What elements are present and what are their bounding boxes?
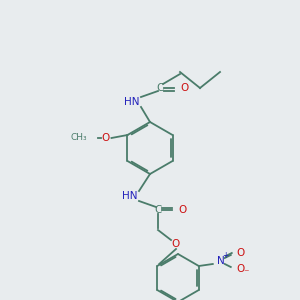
Text: N: N bbox=[217, 256, 225, 266]
Text: C: C bbox=[154, 205, 162, 215]
Text: CH₃: CH₃ bbox=[71, 134, 88, 142]
Text: O: O bbox=[178, 205, 186, 215]
Text: O: O bbox=[237, 264, 245, 274]
Text: HN: HN bbox=[124, 97, 140, 107]
Text: ⁻: ⁻ bbox=[244, 268, 249, 278]
Text: C: C bbox=[156, 83, 164, 93]
Text: +: + bbox=[223, 251, 229, 260]
Text: O: O bbox=[172, 239, 180, 249]
Text: O: O bbox=[180, 83, 188, 93]
Text: O: O bbox=[101, 133, 110, 143]
Text: HN: HN bbox=[122, 191, 138, 201]
Text: O: O bbox=[237, 248, 245, 258]
